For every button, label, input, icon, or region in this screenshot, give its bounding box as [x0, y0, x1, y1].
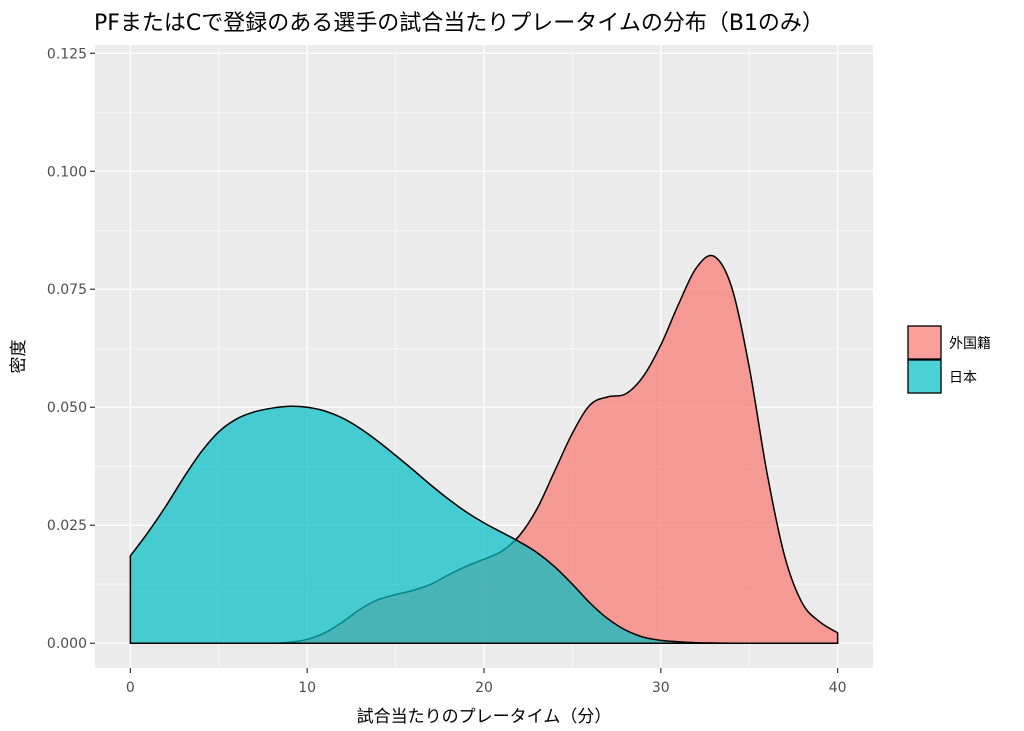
legend-key-1 [907, 359, 942, 394]
y-tick-label: 0.075 [47, 282, 87, 298]
x-axis: 0 10 20 30 40 [126, 668, 847, 696]
y-tick-label: 0.000 [47, 636, 87, 652]
legend-label-1: 日本 [949, 370, 977, 386]
y-axis-title: 密度 [9, 340, 29, 374]
x-tick-label: 30 [652, 680, 670, 696]
chart-title: PFまたはCで登録のある選手の試合当たりプレータイムの分布（B1のみ） [94, 11, 824, 36]
legend-label-0: 外国籍 [949, 335, 991, 352]
y-tick-label: 0.025 [47, 518, 87, 534]
x-tick-label: 10 [298, 680, 316, 696]
x-axis-title: 試合当たりのプレータイム（分） [357, 707, 612, 727]
y-axis: 0.000 0.025 0.050 0.075 0.100 0.125 [47, 46, 95, 652]
x-tick-label: 20 [475, 680, 493, 696]
legend-key-0 [907, 325, 942, 360]
y-tick-label: 0.050 [47, 400, 87, 416]
x-tick-label: 0 [126, 680, 135, 696]
y-tick-label: 0.125 [47, 46, 87, 62]
density-areas [129, 254, 839, 644]
density-area-1 [129, 405, 839, 644]
y-tick-label: 0.100 [47, 164, 87, 180]
x-tick-label: 40 [829, 680, 847, 696]
